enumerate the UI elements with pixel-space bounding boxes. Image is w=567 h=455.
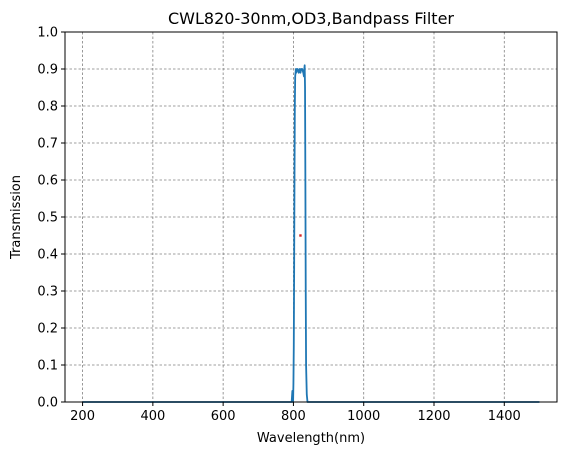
x-tick-label: 400 [140,409,165,424]
y-tick-label: 0.0 [37,396,58,411]
y-tick-label: 0.9 [37,63,58,78]
y-axis-label: Transmission [9,175,24,260]
x-tick-label: 600 [211,409,236,424]
y-tick-label: 0.2 [37,322,58,337]
chart-title: CWL820-30nm,OD3,Bandpass Filter [168,9,454,28]
y-axis-ticks: 0.0 0.1 0.2 0.3 0.4 0.5 0.6 0.7 0.8 0.9 1.0 [37,26,65,411]
y-tick-label: 0.3 [37,285,58,300]
y-tick-label: 0.7 [37,137,58,152]
y-tick-label: 0.4 [37,248,58,263]
y-tick-label: 0.1 [37,359,58,374]
marker-layer [299,234,302,237]
x-tick-label: 200 [70,409,95,424]
x-tick-label: 800 [281,409,306,424]
y-tick-label: 0.8 [37,100,58,115]
y-tick-label: 1.0 [37,26,58,41]
x-tick-label: 1000 [347,409,380,424]
x-tick-label: 1200 [417,409,450,424]
y-tick-label: 0.6 [37,174,58,189]
center-marker-point [299,234,302,237]
y-tick-label: 0.5 [37,211,58,226]
x-axis-ticks: 200 400 600 800 1000 1200 1400 [70,402,521,424]
x-tick-label: 1400 [488,409,521,424]
x-axis-label: Wavelength(nm) [257,431,365,446]
